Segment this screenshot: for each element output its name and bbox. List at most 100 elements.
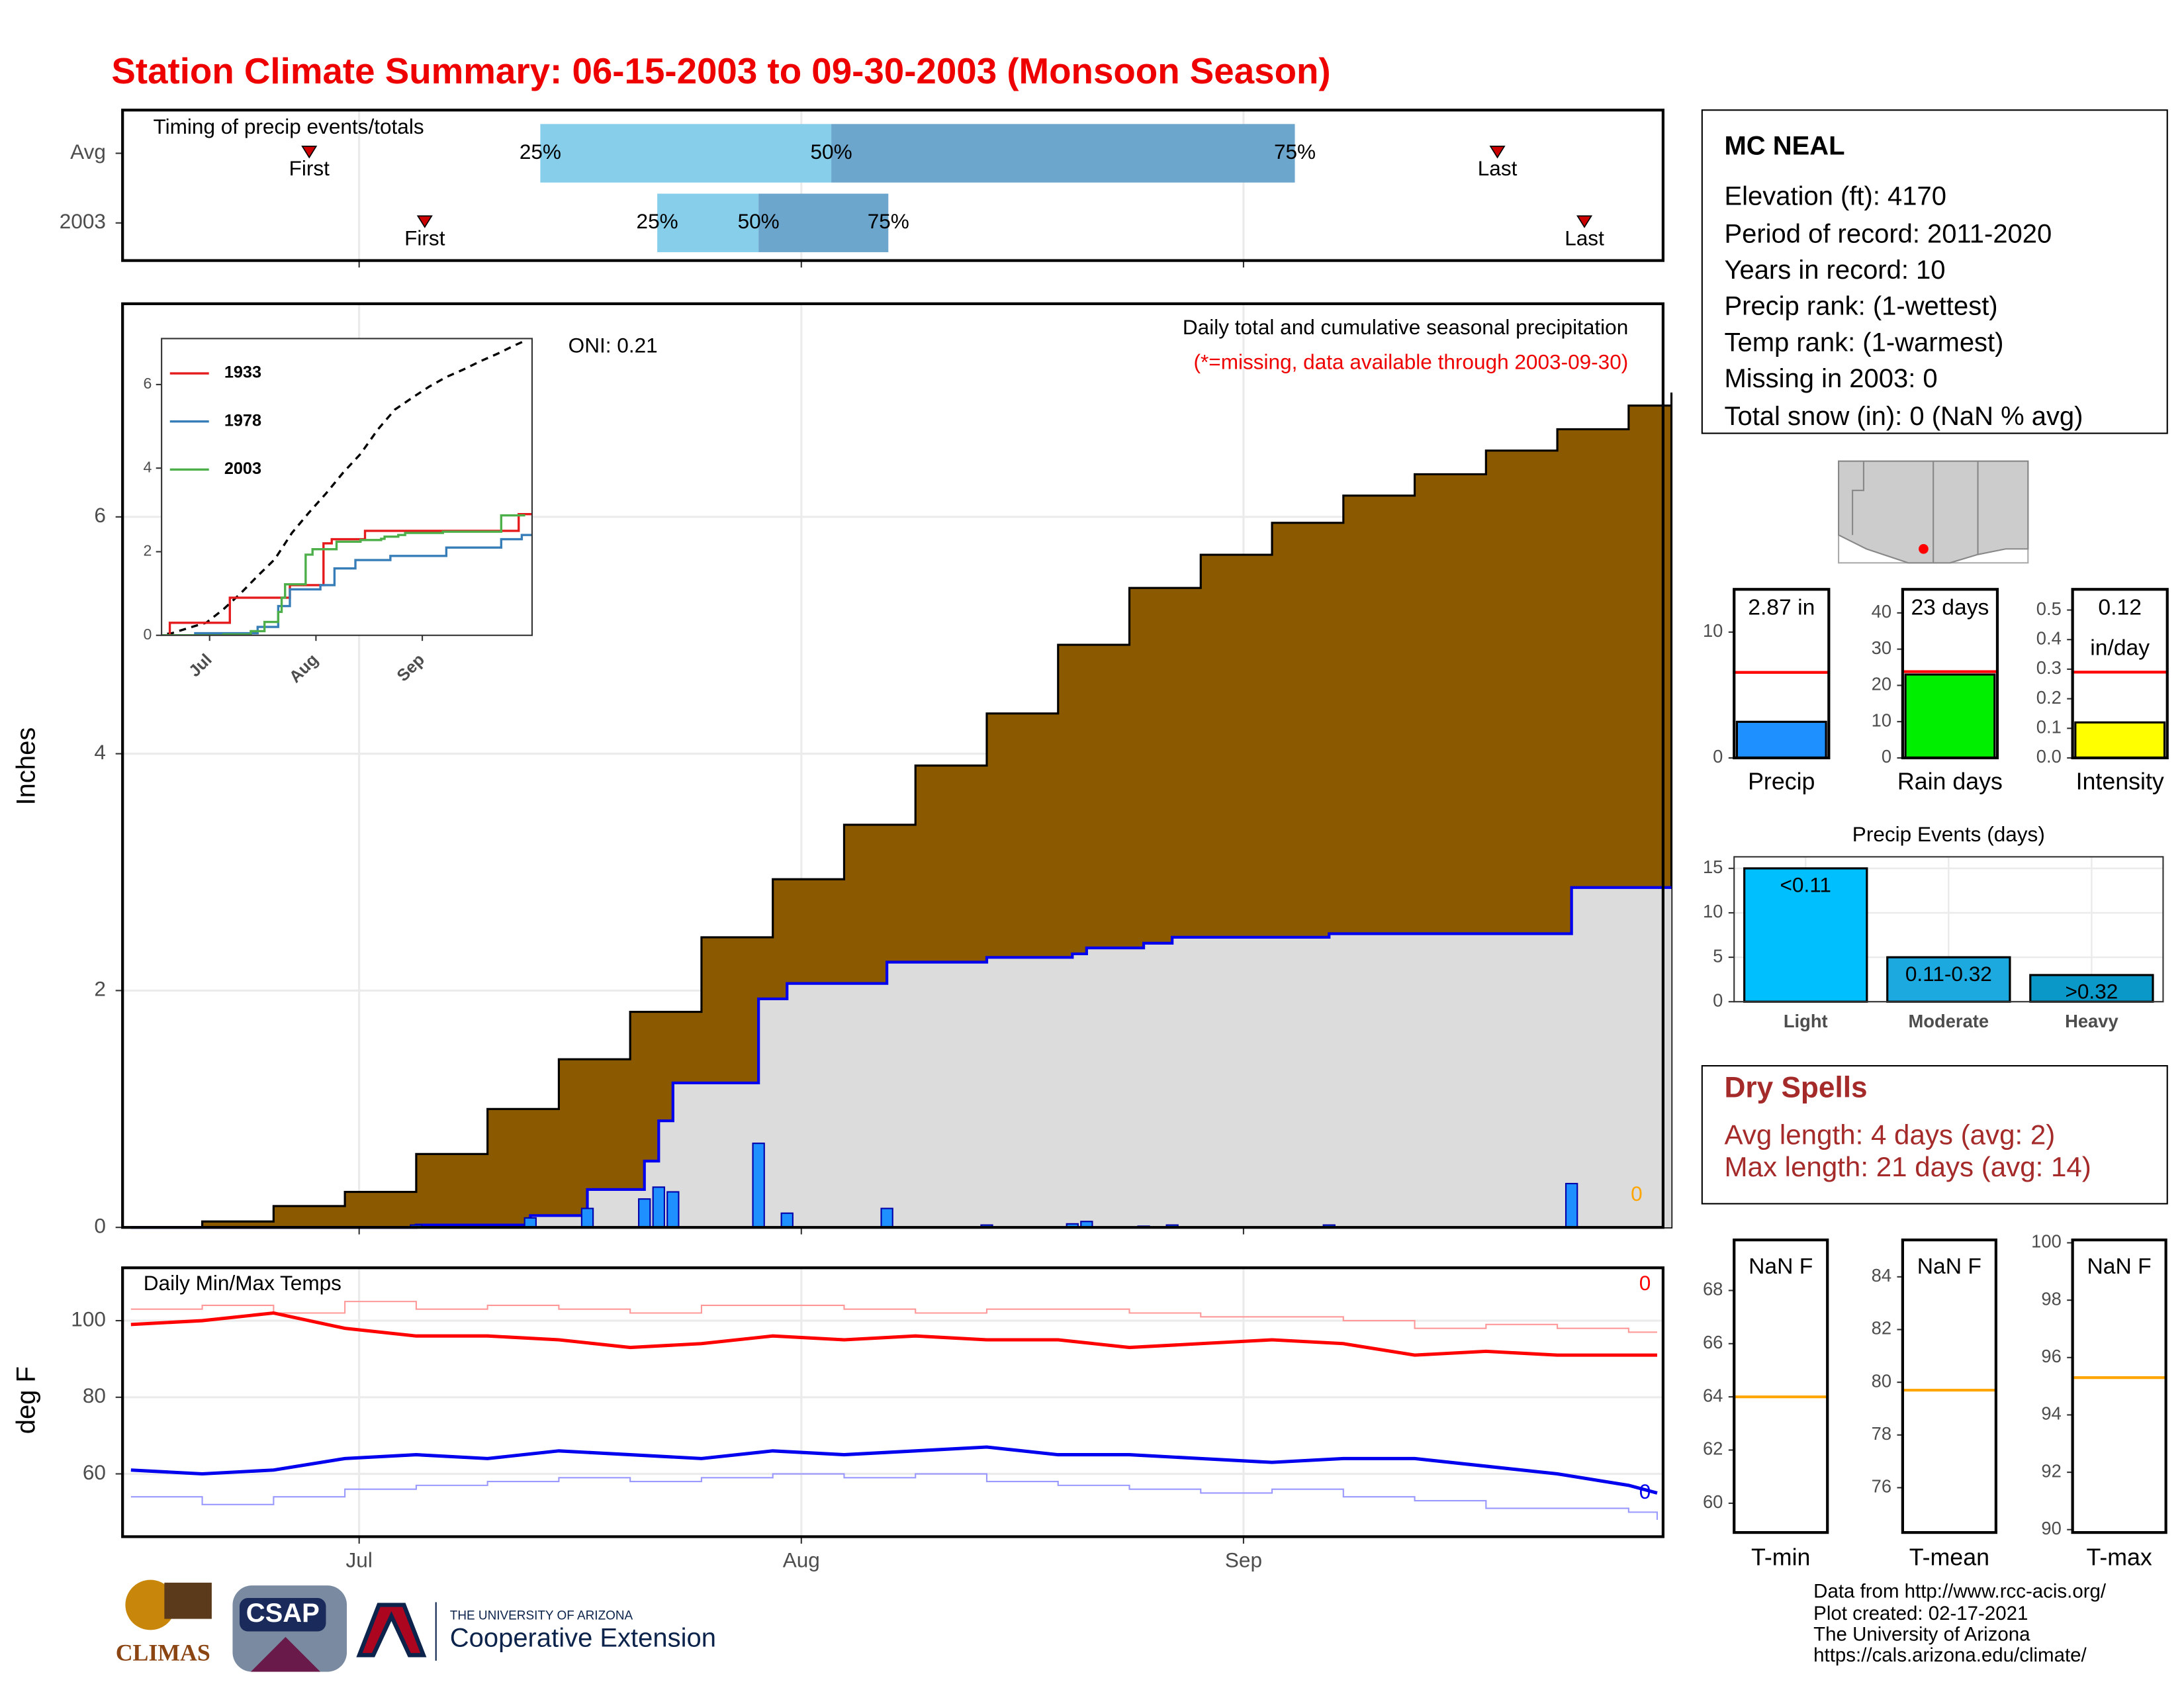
- x-axis-label: Precip: [1748, 768, 1815, 794]
- panel-subtitle: (*=missing, data available through 2003-…: [1194, 350, 1629, 374]
- y-tick-label: 5: [1713, 945, 1723, 966]
- row-label: 2003: [60, 209, 106, 233]
- y-tick-label: 15: [1703, 857, 1723, 877]
- marker-label: Last: [1565, 226, 1604, 250]
- y-axis-label: deg F: [12, 1366, 41, 1434]
- y-tick-label: 0: [1882, 746, 1891, 767]
- y-tick-label: 64: [1703, 1385, 1723, 1405]
- inset-plot: [161, 340, 532, 635]
- event-marker: [416, 215, 433, 228]
- missing-label: 0: [1639, 1479, 1651, 1503]
- y-tick-label: 6: [144, 375, 152, 392]
- daily-bar: [666, 1191, 680, 1229]
- credit: https://cals.arizona.edu/climate/: [1813, 1644, 2087, 1666]
- x-tick-label: Sep: [393, 651, 428, 686]
- event-marker: [1489, 146, 1506, 159]
- temp-line: [130, 1301, 1657, 1333]
- y-tick-label: 0.5: [2036, 598, 2062, 619]
- station-line: Elevation (ft): 4170: [1724, 181, 1946, 211]
- quantile-label: 75%: [1274, 140, 1316, 164]
- value-label: 2.87 in: [1748, 596, 1815, 620]
- logo-university: THE UNIVERSITY OF ARIZONA Cooperative Ex…: [356, 1602, 716, 1661]
- quantile-bar: [831, 124, 1295, 183]
- daily-bar: [580, 1207, 594, 1229]
- daily-bar: [638, 1198, 651, 1229]
- x-tick-label: Heavy: [2065, 1011, 2118, 1031]
- x-tick-label: Moderate: [1909, 1011, 1989, 1031]
- daily-bar: [880, 1207, 893, 1229]
- station-line: Temp rank: (1-warmest): [1724, 328, 2003, 357]
- range-label: 0.11-0.32: [1905, 962, 1992, 986]
- bar: [1743, 867, 1868, 1003]
- range-label: <0.11: [1780, 873, 1831, 897]
- logo-climas: CLIMAS: [116, 1579, 212, 1665]
- row-label: Avg: [70, 140, 106, 164]
- credit: Data from http://www.rcc-acis.org/: [1813, 1580, 2107, 1602]
- page-title: Station Climate Summary: 06-15-2003 to 0…: [111, 50, 1330, 91]
- summary-bar: [2074, 721, 2166, 759]
- event-marker: [301, 146, 318, 159]
- y-tick-label: 96: [2041, 1346, 2061, 1366]
- x-tick-label: Aug: [286, 651, 322, 687]
- y-tick-label: 82: [1872, 1318, 1891, 1338]
- marker-label: First: [404, 226, 445, 250]
- value-label: 0.12: [2098, 596, 2142, 620]
- y-tick-label: 0.4: [2036, 628, 2062, 648]
- panel-title: Timing of precip events/totals: [154, 115, 424, 138]
- locator-map: [1838, 460, 2029, 564]
- x-tick-label: Sep: [1225, 1548, 1262, 1572]
- y-tick-label: 10: [1872, 710, 1891, 730]
- y-tick-label: 78: [1872, 1423, 1891, 1444]
- quantile-bar: [540, 124, 832, 183]
- temp-line: [130, 1311, 1657, 1357]
- quantile-label: 25%: [637, 209, 678, 233]
- y-tick-label: 2: [94, 977, 106, 1001]
- y-axis-label: Inches: [12, 727, 41, 806]
- panel-border: [121, 1266, 1664, 1538]
- y-tick-label: 60: [1703, 1491, 1723, 1512]
- value-label: NaN F: [1917, 1254, 1981, 1279]
- daily-bar: [752, 1143, 765, 1229]
- y-tick-label: 90: [2041, 1518, 2061, 1538]
- y-tick-label: 0: [94, 1214, 106, 1238]
- summary-bar: [1904, 673, 1996, 759]
- panel-border: [1733, 588, 1831, 760]
- quantile-bar: [657, 193, 759, 252]
- series-line: [161, 514, 525, 635]
- quantile-label: 25%: [520, 140, 561, 164]
- y-tick-label: 84: [1872, 1265, 1891, 1286]
- panel-border: [1901, 1239, 1997, 1534]
- station-line: Precip rank: (1-wettest): [1724, 292, 1997, 321]
- legend-label: 1978: [224, 411, 261, 430]
- y-tick-label: 62: [1703, 1438, 1723, 1459]
- y-tick-label: 76: [1872, 1476, 1891, 1497]
- legend-label: 1933: [224, 363, 261, 382]
- x-axis-label: T-min: [1751, 1544, 1810, 1571]
- y-tick-label: 100: [2031, 1231, 2062, 1252]
- panel-border: [1733, 856, 2164, 1003]
- y-tick-label: 0: [1713, 746, 1723, 767]
- x-tick-label: Light: [1784, 1011, 1828, 1031]
- marker-label: Last: [1478, 156, 1518, 180]
- y-tick-label: 60: [83, 1460, 106, 1484]
- value-unit: in/day: [2090, 636, 2150, 661]
- bar: [1886, 956, 2011, 1003]
- y-tick-label: 0.1: [2036, 716, 2062, 737]
- marker-label: First: [289, 156, 330, 180]
- panel-border: [121, 302, 1664, 1229]
- station-box: [1701, 109, 2168, 434]
- y-tick-label: 0: [1713, 990, 1723, 1010]
- panel-border: [2071, 588, 2169, 760]
- missing-label: 0: [1631, 1182, 1643, 1205]
- quantile-label: 50%: [738, 209, 780, 233]
- inset-border: [161, 338, 533, 636]
- quantile-label: 50%: [810, 140, 852, 164]
- y-tick-label: 92: [2041, 1460, 2061, 1481]
- missing-label: 0: [1639, 1271, 1651, 1295]
- y-tick-label: 4: [94, 740, 106, 764]
- y-tick-label: 30: [1872, 637, 1891, 658]
- y-tick-label: 0.3: [2036, 657, 2062, 678]
- y-tick-label: 98: [2041, 1288, 2061, 1309]
- x-axis-label: Rain days: [1897, 768, 2003, 794]
